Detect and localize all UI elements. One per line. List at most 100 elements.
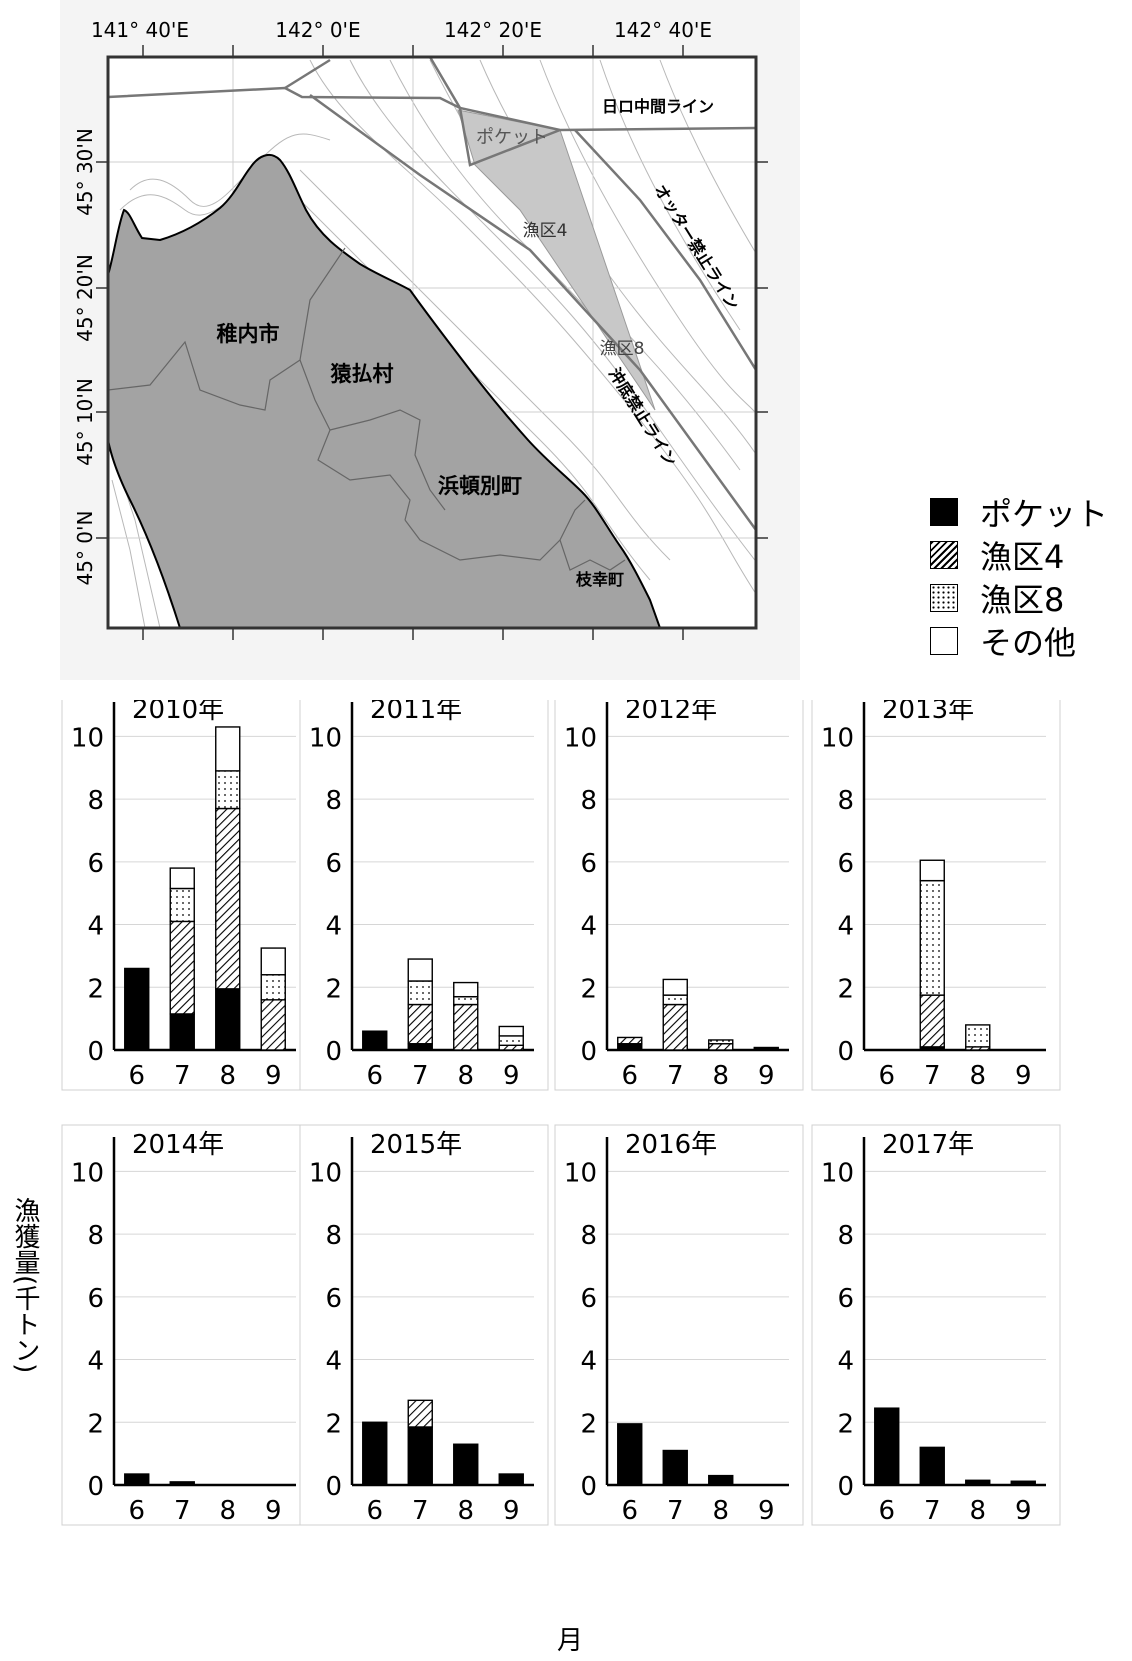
x-tick-label: 9 bbox=[1015, 1496, 1032, 1526]
zone-4-label: 漁区4 bbox=[523, 221, 568, 241]
legend-label: 漁区4 bbox=[980, 537, 1065, 576]
legend-swatch-solid bbox=[930, 497, 958, 526]
y-tick-label: 0 bbox=[325, 1037, 342, 1067]
y-tick-label: 4 bbox=[87, 912, 104, 942]
x-tick-label: 7 bbox=[924, 1496, 941, 1526]
x-tick-label: 6 bbox=[621, 1496, 638, 1526]
bar-segment bbox=[662, 994, 688, 1006]
y-tick-label: 4 bbox=[325, 1347, 342, 1377]
bar-segment bbox=[919, 1446, 945, 1486]
x-tick-label: 9 bbox=[758, 1061, 775, 1091]
bar-segment bbox=[498, 1025, 524, 1037]
lat-label: 45° 20'N bbox=[73, 254, 97, 342]
bar-segment bbox=[662, 978, 688, 996]
place-hamatonbetsu: 浜頓別町 bbox=[438, 474, 522, 498]
y-tick-label: 4 bbox=[325, 912, 342, 942]
x-tick-label: 7 bbox=[667, 1496, 684, 1526]
bar-segment bbox=[453, 1003, 479, 1051]
y-tick-label: 0 bbox=[580, 1472, 597, 1502]
bar-segment bbox=[453, 1443, 479, 1486]
y-tick-label: 0 bbox=[87, 1472, 104, 1502]
x-tick-label: 8 bbox=[712, 1496, 729, 1526]
bar-segment bbox=[617, 1423, 643, 1486]
y-tick-label: 10 bbox=[564, 1158, 597, 1188]
y-tick-label: 4 bbox=[87, 1347, 104, 1377]
zone-8-label: 漁区8 bbox=[600, 339, 645, 359]
chart-panel-frame bbox=[61, 1124, 311, 1526]
x-tick-label: 8 bbox=[712, 1061, 729, 1091]
chart-title: 2011年 bbox=[370, 700, 462, 725]
lat-label: 45° 30'N bbox=[73, 128, 97, 216]
legend-swatch-blank bbox=[930, 626, 958, 655]
bar-segment bbox=[965, 1479, 991, 1486]
bar-segment bbox=[1010, 1480, 1036, 1486]
y-tick-label: 4 bbox=[837, 1347, 854, 1377]
bar-segment bbox=[662, 1003, 688, 1051]
bar-segment bbox=[169, 1481, 195, 1486]
bar-segment bbox=[708, 1043, 734, 1051]
x-tick-label: 6 bbox=[878, 1061, 895, 1091]
y-tick-label: 4 bbox=[580, 1347, 597, 1377]
bar-segment bbox=[753, 1046, 779, 1051]
x-tick-label: 6 bbox=[366, 1061, 383, 1091]
bar-segment bbox=[169, 920, 195, 1015]
y-tick-label: 6 bbox=[87, 1284, 104, 1314]
y-tick-label: 10 bbox=[564, 723, 597, 753]
x-tick-label: 8 bbox=[969, 1496, 986, 1526]
y-tick-label: 6 bbox=[325, 1284, 342, 1314]
x-tick-label: 7 bbox=[924, 1061, 941, 1091]
bar-segment bbox=[407, 1043, 433, 1051]
land-area bbox=[108, 153, 662, 628]
lon-label: 142° 0'E bbox=[275, 18, 360, 42]
x-tick-label: 9 bbox=[503, 1496, 520, 1526]
y-tick-label: 2 bbox=[87, 1409, 104, 1439]
bar-segment bbox=[919, 994, 945, 1048]
y-tick-label: 6 bbox=[325, 849, 342, 879]
x-tick-label: 9 bbox=[265, 1496, 282, 1526]
y-tick-label: 4 bbox=[580, 912, 597, 942]
chart-title: 2012年 bbox=[625, 700, 717, 725]
y-tick-label: 10 bbox=[71, 1158, 104, 1188]
y-tick-label: 8 bbox=[325, 1221, 342, 1251]
y-tick-label: 8 bbox=[580, 786, 597, 816]
bar-segment bbox=[617, 1043, 643, 1051]
municipal-boundaries bbox=[108, 247, 626, 571]
x-tick-label: 8 bbox=[969, 1061, 986, 1091]
y-tick-label: 10 bbox=[309, 1158, 342, 1188]
legend-item: ポケット bbox=[930, 490, 1130, 533]
bar-segment bbox=[407, 1003, 433, 1045]
legend-label: 漁区8 bbox=[980, 580, 1065, 619]
fishing-area-map: 141° 40'E 142° 0'E 142° 20'E 142° 40'E 4… bbox=[60, 0, 800, 680]
x-tick-label: 9 bbox=[758, 1496, 775, 1526]
lat-label: 45° 10'N bbox=[73, 378, 97, 466]
legend-item: 漁区4 bbox=[930, 533, 1130, 576]
chart-title: 2017年 bbox=[882, 1130, 974, 1160]
x-tick-label: 9 bbox=[503, 1061, 520, 1091]
y-axis-label: 漁獲量(千トン) bbox=[10, 1196, 40, 1374]
y-tick-label: 0 bbox=[837, 1037, 854, 1067]
bar-segment bbox=[498, 1035, 524, 1046]
legend: ポケット 漁区4 漁区8 その他 bbox=[930, 490, 1130, 662]
place-sarufutsu: 猿払村 bbox=[330, 362, 394, 386]
bar-segment bbox=[260, 999, 286, 1051]
bar-segment bbox=[407, 958, 433, 982]
bar-segment bbox=[965, 1024, 991, 1048]
x-tick-label: 8 bbox=[219, 1061, 236, 1091]
bar-segment bbox=[407, 980, 433, 1006]
bar-segment bbox=[453, 995, 479, 1006]
map-frame bbox=[106, 55, 758, 630]
x-tick-label: 7 bbox=[174, 1061, 191, 1091]
place-wakkanai: 稚内市 bbox=[217, 322, 280, 346]
y-tick-label: 2 bbox=[87, 974, 104, 1004]
y-tick-label: 10 bbox=[821, 1158, 854, 1188]
bar-segment bbox=[215, 770, 241, 810]
bar-segment bbox=[919, 879, 945, 996]
bar-segment bbox=[124, 967, 150, 1051]
zone-pocket-label: ポケット bbox=[476, 127, 548, 148]
